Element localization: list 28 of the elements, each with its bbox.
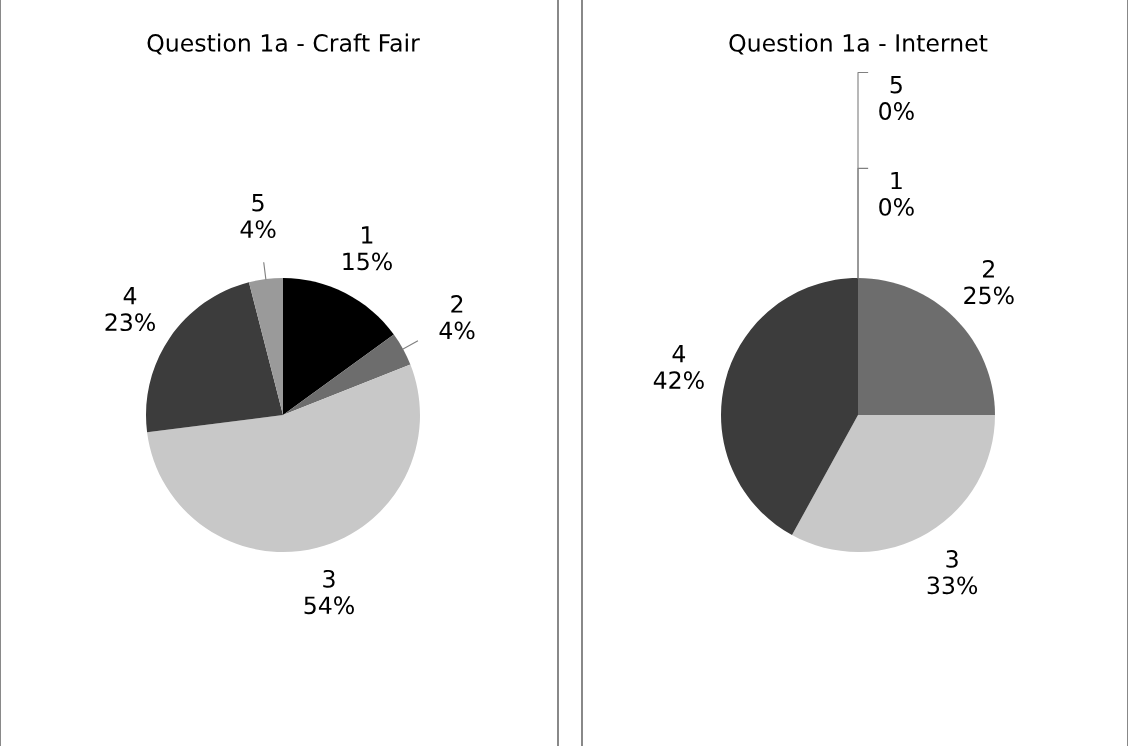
slice-label: 4	[123, 287, 137, 305]
slice-label: 2	[451, 295, 463, 313]
pie-slice	[147, 364, 420, 552]
slice-label: 1	[362, 226, 373, 244]
pie-slice	[283, 334, 411, 415]
pie-slice	[792, 415, 995, 552]
category-label: 5	[890, 75, 902, 94]
data-label: 4%	[439, 321, 475, 340]
data-label: 15%	[343, 252, 392, 271]
category-label: 1	[891, 171, 902, 190]
pie-slice	[283, 278, 394, 415]
data-label: 33%	[927, 576, 978, 595]
pie-slice	[721, 278, 858, 536]
chart-title: Question 1a - Craft Fair	[147, 33, 420, 55]
chart-title: Question 1a - Internet	[729, 33, 988, 55]
text: 0%	[879, 102, 914, 120]
text: 0%	[879, 198, 914, 216]
slice-label: 3	[323, 569, 335, 588]
data-label: 54%	[304, 596, 354, 615]
slice-label: 4	[672, 345, 686, 363]
data-label: 42%	[653, 371, 704, 390]
data-label: 25%	[964, 286, 1014, 305]
data-label: 4%	[240, 220, 276, 238]
slice-label: 2	[983, 259, 994, 278]
slice-label: 5	[252, 194, 264, 212]
data-label: 23%	[105, 313, 155, 332]
slice-label: 3	[946, 549, 958, 568]
pie-slice	[248, 278, 283, 415]
